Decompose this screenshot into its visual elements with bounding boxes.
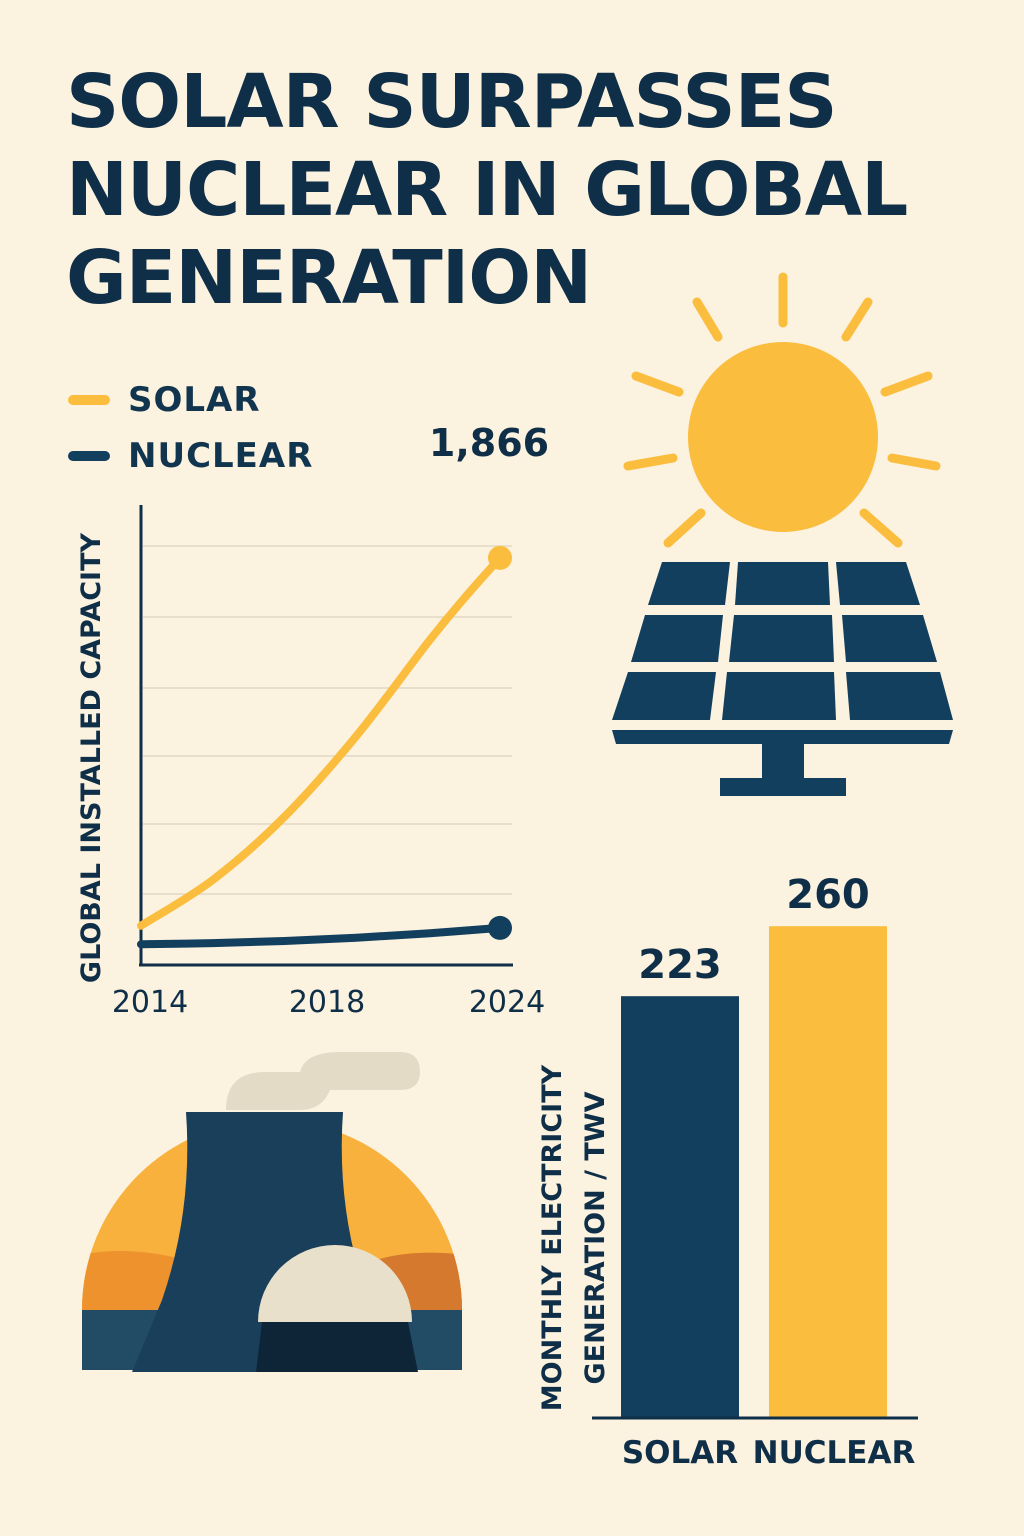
title-line-1: SOLAR SURPASSES [66,59,838,145]
line-chart-grid [143,545,512,895]
solar-series-line [137,553,504,930]
line-chart-y-axis-label: GLOBAL INSTALLED CAPACITY [76,532,107,983]
line-chart: GLOBAL INSTALLED CAPACITY 2014 2018 2024… [76,421,549,1020]
bar-nuclear [769,926,887,1418]
bar-chart-bars: 223 260 [621,872,887,1418]
solar-end-point [488,545,512,570]
legend-label-solar: SOLAR [128,380,261,420]
title-line-3: GENERATION [66,235,592,321]
solar-panel-icon [612,562,953,796]
bar-category-solar: SOLAR [622,1435,738,1471]
nuclear-end-point [488,915,512,940]
x-tick-2018: 2018 [289,985,365,1020]
bar-chart: 223 260 SOLAR NUCLEAR MONTHLY ELECTRICITY… [537,872,918,1471]
nuclear-plant-icon [82,1052,462,1372]
line-chart-series [137,545,512,949]
bar-solar [621,996,739,1418]
x-tick-2024: 2024 [469,985,545,1020]
solar-end-value-label: 1,866 [429,421,549,465]
bar-chart-y-label-line-2: GENERATION / TWV [580,1091,611,1384]
bar-value-label-solar: 223 [638,942,722,988]
page-title: SOLAR SURPASSES NUCLEAR IN GLOBAL GENERA… [66,58,966,322]
title-line-2: NUCLEAR IN GLOBAL [66,147,908,233]
legend-item-solar: SOLAR [68,372,313,428]
legend-swatch-nuclear [68,451,110,461]
legend-swatch-solar [68,395,110,405]
bar-category-nuclear: NUCLEAR [753,1435,916,1471]
bar-value-label-nuclear: 260 [786,872,870,918]
bar-chart-y-label-line-1: MONTHLY ELECTRICITY [537,1064,568,1411]
line-chart-legend: SOLAR NUCLEAR [68,372,313,484]
x-tick-2014: 2014 [112,985,188,1020]
legend-item-nuclear: NUCLEAR [68,428,313,484]
nuclear-series-line [137,923,504,949]
sun-icon [623,272,941,548]
legend-label-nuclear: NUCLEAR [128,436,314,476]
